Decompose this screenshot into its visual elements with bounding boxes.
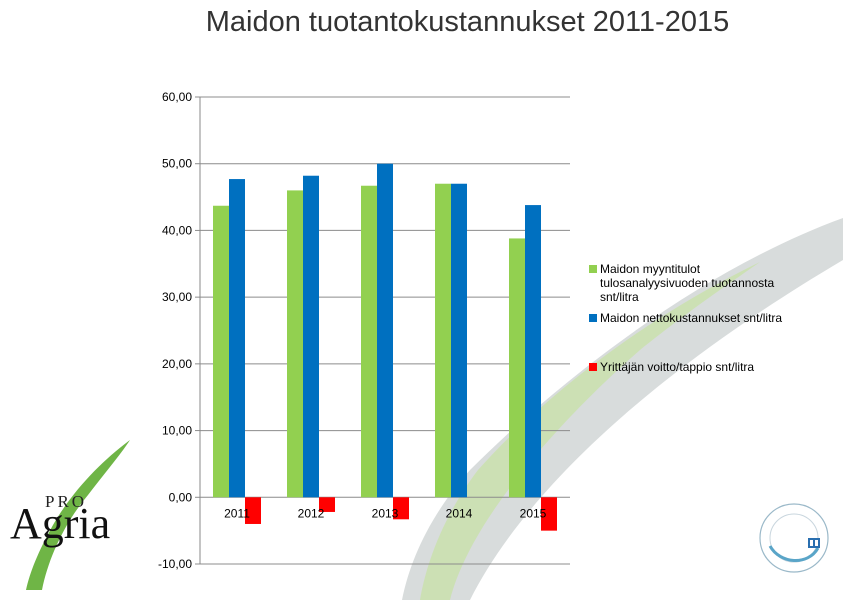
logo-agria-text: Agria — [10, 499, 111, 548]
legend-line: tulosanalyysivuoden tuotannosta — [600, 276, 775, 290]
y-tick-label: 30,00 — [162, 290, 192, 304]
legend-line: snt/litra — [600, 290, 639, 304]
x-tick-label: 2014 — [446, 506, 473, 520]
swoosh-gray — [402, 218, 843, 600]
x-tick-label: 2013 — [372, 506, 399, 520]
x-tick-label: 2012 — [298, 506, 325, 520]
y-tick-label: 0,00 — [169, 490, 193, 504]
swoosh-green — [420, 262, 760, 600]
legend-label: Yrittäjän voitto/tappio snt/litra — [600, 360, 755, 374]
y-tick-label: 40,00 — [162, 223, 192, 237]
legend-swatch-red — [589, 363, 597, 371]
legend-swatch-green — [589, 265, 597, 273]
legend-label: Maidon nettokustannukset snt/litra — [600, 311, 783, 325]
x-tick-label: 2011 — [224, 506, 250, 520]
y-tick-label: 20,00 — [162, 357, 192, 371]
logo-leaf-icon — [26, 440, 130, 590]
bar — [435, 183, 451, 498]
bar — [377, 163, 393, 498]
bar — [245, 497, 261, 524]
bar — [303, 175, 319, 498]
bars — [213, 163, 557, 531]
bar — [393, 497, 409, 520]
bar — [541, 497, 557, 531]
legend-swatch-blue — [589, 314, 597, 322]
legend-line: Maidon myyntitulot — [600, 262, 701, 276]
bar — [229, 179, 245, 498]
y-tick-label: 10,00 — [162, 424, 192, 438]
bar — [287, 190, 303, 498]
bar — [525, 205, 541, 498]
legend-label: Maidon myyntitulot tulosanalyysivuoden t… — [600, 262, 774, 304]
bar — [319, 497, 335, 512]
x-axis-ticks: 2011 2012 2013 2014 2015 — [224, 506, 547, 520]
bar — [509, 238, 525, 498]
certificate-seal-icon — [759, 503, 829, 573]
bar — [451, 183, 467, 498]
bar — [361, 185, 377, 498]
y-axis-ticks: 60,00 50,00 40,00 30,00 20,00 10,00 0,00 -10,00 — [158, 90, 192, 571]
x-tick-label: 2015 — [520, 506, 547, 520]
y-tick-label: 50,00 — [162, 157, 192, 171]
bar — [213, 205, 229, 498]
logo-pro-text: PRO — [45, 492, 88, 511]
y-tick-label: -10,00 — [158, 557, 192, 571]
y-tick-label: 60,00 — [162, 90, 192, 104]
proagria-logo: PRO Agria — [8, 440, 138, 590]
chart-title: Maidon tuotantokustannukset 2011-2015 — [205, 6, 730, 38]
background-swooshes — [402, 218, 843, 600]
